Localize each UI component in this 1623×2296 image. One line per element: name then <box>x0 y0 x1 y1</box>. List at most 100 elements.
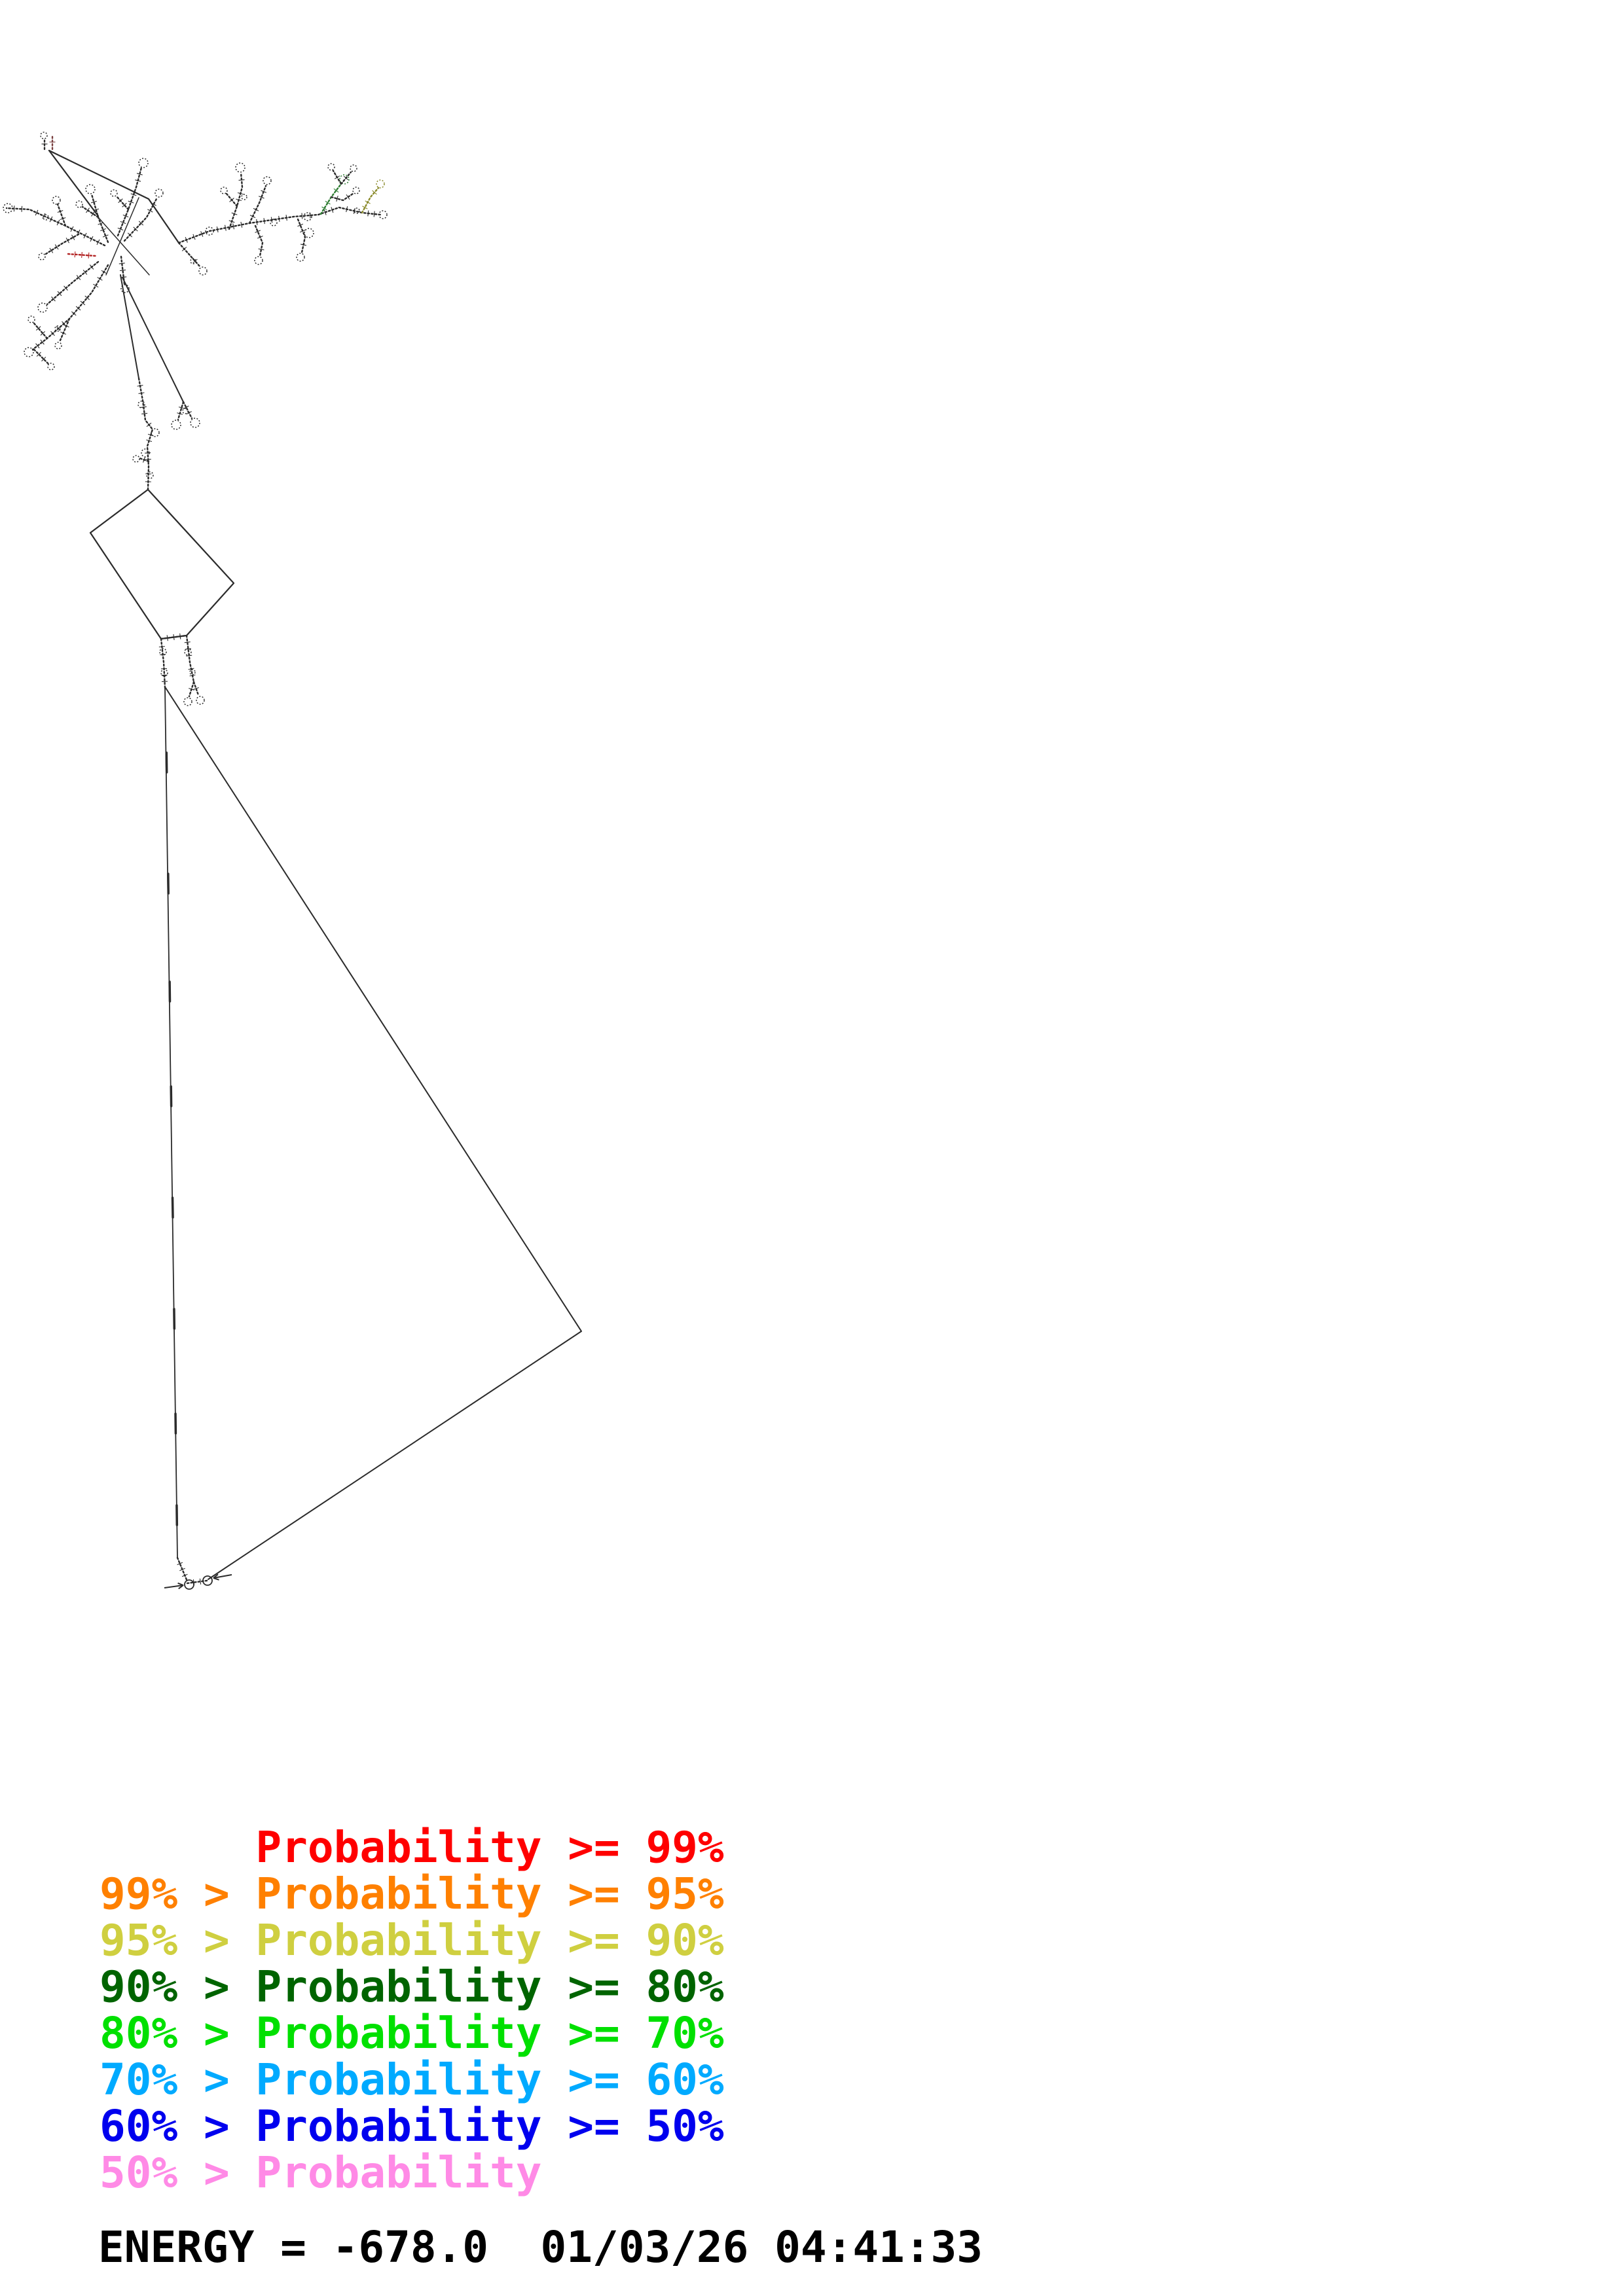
connector-stub-to-cluster <box>48 149 100 217</box>
helix-branch <box>33 322 48 340</box>
base-tick <box>237 192 244 195</box>
base-tick <box>186 655 192 656</box>
helix-branch <box>81 206 100 219</box>
base-tick <box>56 219 60 226</box>
base-tick <box>40 339 45 345</box>
base-tick <box>138 221 144 226</box>
loop-circle <box>189 669 196 675</box>
base-tick <box>189 674 196 677</box>
loop-circle <box>120 284 130 293</box>
loop-circle <box>43 214 49 221</box>
loop-circle <box>184 648 192 656</box>
base-tick <box>189 688 194 691</box>
base-tick <box>253 207 259 211</box>
base-tick <box>192 259 198 264</box>
loop-circle <box>296 253 305 262</box>
base-tick <box>173 634 175 641</box>
helix-branch <box>297 218 306 254</box>
end-arrowhead <box>177 1582 184 1586</box>
base-tick <box>231 212 238 215</box>
helix-branch <box>67 253 97 257</box>
base-tick <box>93 208 100 211</box>
loop-circle <box>270 219 278 226</box>
loop-circle <box>54 325 61 332</box>
base-tick <box>75 306 81 311</box>
base-tick <box>192 234 196 240</box>
base-tick <box>270 217 273 223</box>
base-tick <box>321 206 327 211</box>
base-tick <box>297 223 304 227</box>
loop-circle <box>205 226 214 236</box>
loop-circle <box>85 184 96 194</box>
base-tick <box>183 405 189 409</box>
helix-branch <box>137 377 154 491</box>
base-tick <box>128 200 134 204</box>
base-tick <box>65 238 70 243</box>
base-tick <box>184 641 191 643</box>
base-tick <box>117 227 124 231</box>
base-tick <box>193 687 199 691</box>
base-tick <box>136 173 143 175</box>
base-tick <box>71 311 77 316</box>
base-tick <box>90 236 94 242</box>
end-arrow <box>164 1585 184 1588</box>
legend-row-90-95: 95% > Probability >= 90% <box>100 1915 724 1965</box>
helix-branch <box>31 264 109 351</box>
base-tick <box>80 300 86 306</box>
base-tick <box>89 264 94 270</box>
loop-circle <box>40 132 48 139</box>
base-tick <box>88 252 90 259</box>
helix-branch <box>90 193 109 243</box>
loop-circle <box>146 471 154 479</box>
loop-circle <box>52 196 61 205</box>
energy-line: ENERGY = -678.0 01/03/26 04:41:33 <box>98 2222 983 2272</box>
base-tick <box>91 211 95 217</box>
base-tick <box>145 459 151 460</box>
loop-circle <box>196 696 205 705</box>
loop-circle <box>339 174 350 185</box>
base-tick <box>142 457 146 463</box>
base-tick <box>133 226 138 232</box>
base-tick <box>76 275 81 280</box>
base-tick <box>84 295 90 300</box>
base-tick <box>93 283 99 288</box>
end-arrowhead <box>178 1585 184 1590</box>
loop-circle <box>75 200 83 208</box>
base-tick <box>333 188 339 193</box>
base-tick <box>232 223 235 230</box>
loop-circle <box>220 187 228 194</box>
base-tick <box>216 226 219 233</box>
loop-circle <box>151 428 160 437</box>
base-tick <box>36 351 41 357</box>
base-tick <box>127 232 133 238</box>
end-arrowhead <box>213 1573 219 1579</box>
base-tick <box>249 215 256 219</box>
base-tick <box>118 198 123 204</box>
base-tick <box>40 331 46 336</box>
base-tick <box>83 232 87 239</box>
base-tick <box>137 385 143 387</box>
base-tick <box>257 236 263 239</box>
base-tick <box>119 262 125 264</box>
base-tick <box>334 175 340 179</box>
base-tick <box>181 1573 188 1577</box>
loop-circle <box>350 164 357 172</box>
legend-row-below-50: 50% > Probability <box>100 2147 542 2198</box>
base-tick <box>185 237 188 243</box>
base-tick <box>200 231 204 237</box>
loop-circle <box>159 648 167 656</box>
base-tick <box>229 198 234 202</box>
base-tick <box>238 179 245 181</box>
loop-circle <box>263 176 272 185</box>
base-tick <box>146 439 153 442</box>
helix-branch <box>46 260 100 306</box>
base-tick <box>186 411 192 415</box>
base-tick <box>49 216 53 223</box>
base-tick <box>178 406 185 409</box>
helix-branch <box>182 401 193 420</box>
base-tick <box>224 224 227 231</box>
base-tick <box>90 200 97 204</box>
base-tick <box>236 198 242 202</box>
base-tick <box>101 270 107 274</box>
base-tick <box>57 291 62 296</box>
